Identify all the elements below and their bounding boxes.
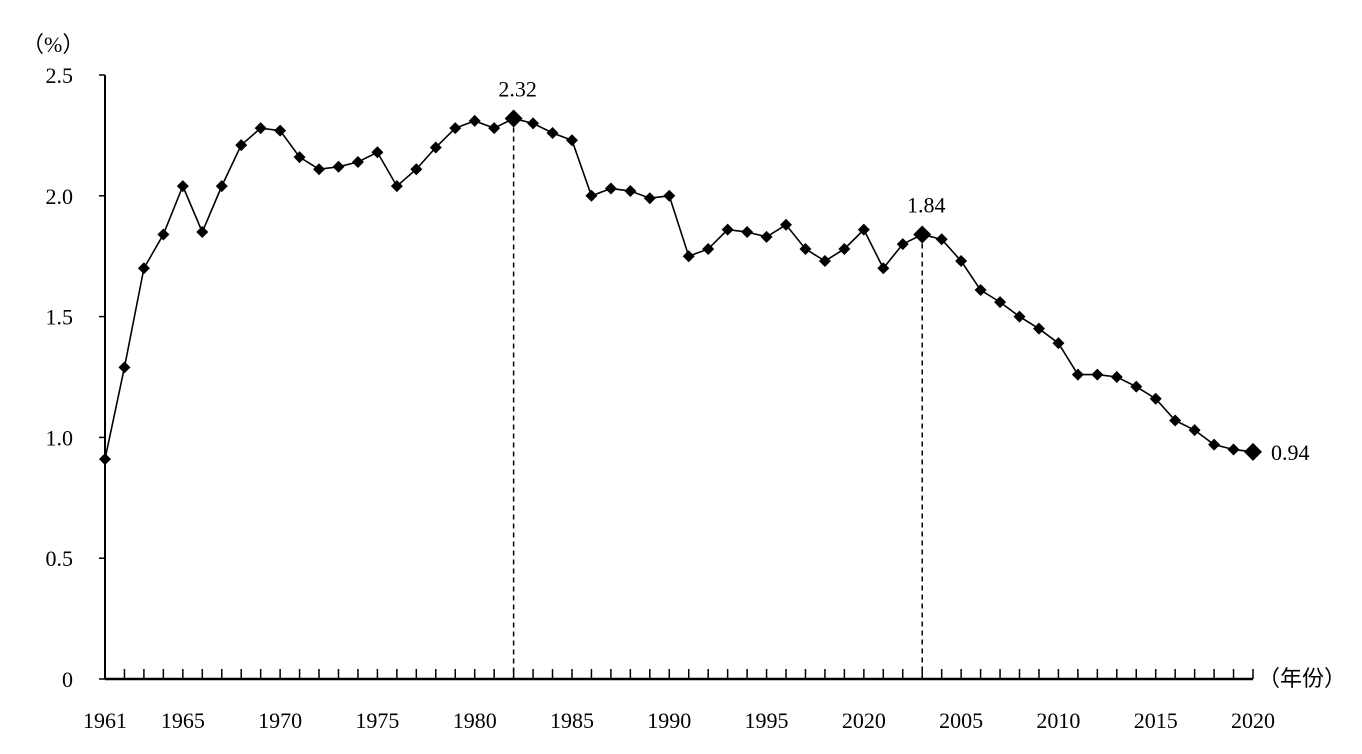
- y-tick-label: 1.5: [46, 305, 74, 330]
- x-tick-label: 1965: [161, 708, 205, 733]
- data-point-1976: [390, 180, 403, 193]
- data-point-1961: [99, 453, 111, 466]
- data-point-1993: [721, 223, 734, 236]
- data-point-1997: [799, 242, 812, 255]
- data-point-1989: [643, 192, 656, 205]
- data-point-2011: [1071, 368, 1084, 381]
- data-point-2012: [1091, 368, 1104, 381]
- x-tick-label: 1970: [258, 708, 302, 733]
- data-point-2002: [896, 238, 909, 251]
- data-point-1985: [565, 134, 578, 147]
- annotation-label-2003: 1.84: [907, 192, 946, 217]
- data-point-1988: [624, 184, 637, 197]
- data-point-1977: [410, 163, 423, 176]
- data-point-1990: [663, 189, 676, 202]
- annotation-drop-lines: [512, 118, 923, 679]
- series-line: [104, 117, 1254, 460]
- data-point-2006: [974, 284, 987, 297]
- data-point-1995: [760, 230, 773, 243]
- data-point-2015: [1149, 392, 1162, 405]
- data-point-2008: [1013, 310, 1026, 323]
- x-axis-unit-label: （年份）: [1258, 666, 1346, 691]
- y-tick-label: 2.0: [46, 184, 74, 209]
- data-point-1998: [818, 255, 831, 268]
- data-point-1974: [351, 155, 364, 168]
- data-point-1987: [604, 182, 617, 195]
- x-tick-label: 2010: [1036, 708, 1080, 733]
- axes: 0 0.5 1.0 1.5 2.0 2.5 1961 1965 1970 1975 1980 1985…: [46, 63, 1276, 733]
- data-point-1971: [293, 151, 306, 164]
- data-point-1996: [780, 218, 793, 231]
- data-point-1984: [546, 126, 559, 139]
- data-point-2014: [1130, 380, 1143, 393]
- x-tick-label: 1961: [83, 708, 127, 733]
- x-tick-label: 1990: [647, 708, 691, 733]
- data-point-1978: [429, 141, 442, 154]
- data-point-1979: [449, 122, 462, 135]
- data-point-1980: [468, 114, 481, 127]
- data-point-1964: [157, 228, 170, 241]
- x-tick-label: 2015: [1134, 708, 1178, 733]
- data-point-1963: [137, 262, 150, 275]
- data-point-1982: [504, 109, 523, 128]
- data-point-1983: [527, 117, 540, 130]
- data-point-1973: [332, 160, 345, 173]
- data-point-2005: [955, 255, 968, 268]
- data-point-2013: [1110, 371, 1123, 383]
- data-point-2000: [857, 223, 870, 236]
- x-tick-label: 2005: [939, 708, 983, 733]
- data-point-2003: [913, 225, 932, 244]
- y-tick-label: 0.5: [46, 546, 74, 571]
- data-point-2020: [1244, 442, 1262, 461]
- data-point-2017: [1188, 424, 1201, 437]
- x-tick-label: 2020: [842, 708, 886, 733]
- data-point-2010: [1052, 337, 1065, 350]
- data-point-1991: [682, 250, 695, 263]
- y-tick-label: 2.5: [46, 63, 74, 88]
- data-point-2001: [877, 262, 890, 275]
- y-tick-label: 1.0: [46, 425, 74, 450]
- data-point-1962: [118, 361, 131, 374]
- data-point-1972: [313, 163, 326, 176]
- x-tick-label: 1985: [550, 708, 594, 733]
- annotation-label-1982: 2.32: [498, 76, 537, 101]
- data-point-1968: [235, 139, 248, 152]
- data-point-2016: [1169, 414, 1182, 427]
- data-point-1969: [254, 122, 267, 135]
- x-tick-label: 2020: [1231, 708, 1275, 733]
- annotation-labels: 2.32 1.84 0.94: [498, 76, 1309, 464]
- data-point-2007: [994, 296, 1007, 309]
- data-point-2004: [935, 233, 948, 246]
- data-point-2018: [1208, 438, 1221, 451]
- data-point-1999: [838, 242, 851, 255]
- data-point-1966: [196, 226, 209, 239]
- data-point-2019: [1227, 443, 1240, 456]
- x-tick-label: 1975: [355, 708, 399, 733]
- data-point-1986: [585, 189, 598, 202]
- x-tick-label: 1980: [453, 708, 497, 733]
- data-point-1970: [274, 124, 287, 137]
- data-point-1992: [702, 242, 715, 255]
- data-point-1994: [741, 226, 754, 239]
- y-axis-unit-label: （%）: [22, 32, 84, 57]
- series-markers: [99, 109, 1262, 466]
- data-point-2009: [1032, 322, 1045, 335]
- data-point-1981: [488, 122, 501, 135]
- data-point-1965: [176, 180, 189, 193]
- x-tick-label: 1995: [745, 708, 789, 733]
- data-point-1975: [371, 146, 384, 159]
- y-tick-label: 0: [62, 667, 73, 692]
- annotation-label-2020: 0.94: [1271, 440, 1310, 465]
- data-point-1967: [215, 180, 228, 193]
